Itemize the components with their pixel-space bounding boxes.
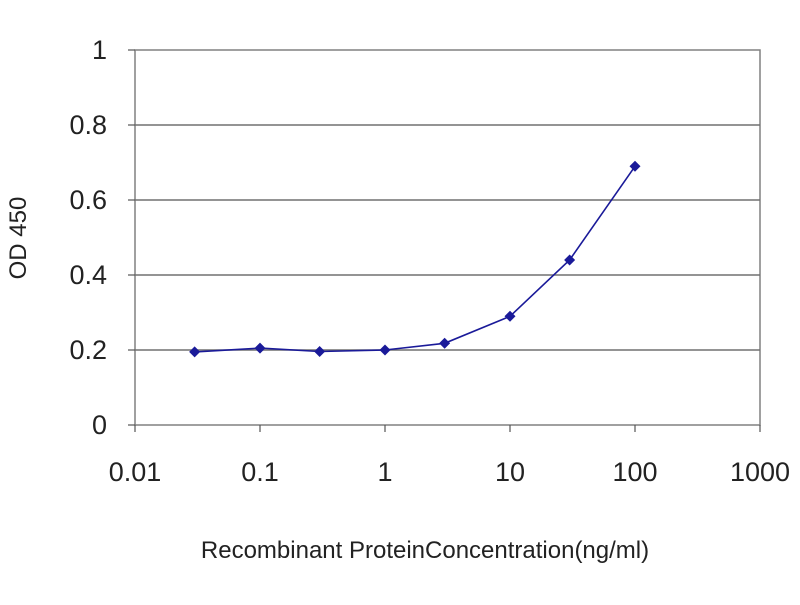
plot-area bbox=[134, 49, 761, 426]
data-point bbox=[254, 342, 266, 354]
y-tick-label: 0.8 bbox=[69, 110, 107, 140]
y-tick-label: 1 bbox=[92, 35, 107, 65]
data-point bbox=[314, 346, 326, 357]
x-tick-label: 1000 bbox=[730, 457, 790, 487]
x-tick-label: 10 bbox=[495, 457, 525, 487]
x-axis-title: Recombinant ProteinConcentration(ng/ml) bbox=[201, 537, 649, 564]
data-point bbox=[379, 344, 391, 356]
y-tick-label: 0.6 bbox=[69, 185, 107, 215]
x-tick-label: 1 bbox=[377, 457, 392, 487]
data-point bbox=[439, 337, 451, 349]
data-point bbox=[504, 310, 516, 322]
x-tick-label: 100 bbox=[612, 457, 657, 487]
x-tick-label: 0.01 bbox=[109, 457, 162, 487]
series bbox=[189, 160, 641, 358]
gridlines bbox=[135, 124, 760, 351]
y-tick-label: 0.4 bbox=[69, 260, 107, 290]
x-tick-label: 0.1 bbox=[241, 457, 279, 487]
data-point bbox=[629, 160, 641, 172]
series-line bbox=[194, 165, 636, 353]
data-point bbox=[564, 254, 576, 266]
data-point bbox=[189, 346, 201, 358]
y-tick-label: 0 bbox=[92, 410, 107, 440]
y-tick-label: 0.2 bbox=[69, 335, 107, 365]
y-axis-title: OD 450 bbox=[5, 197, 32, 280]
axes: 0 0.2 0.4 0.6 0.8 1 0.01 0.1 1 10 100 1000 bbox=[69, 35, 790, 487]
